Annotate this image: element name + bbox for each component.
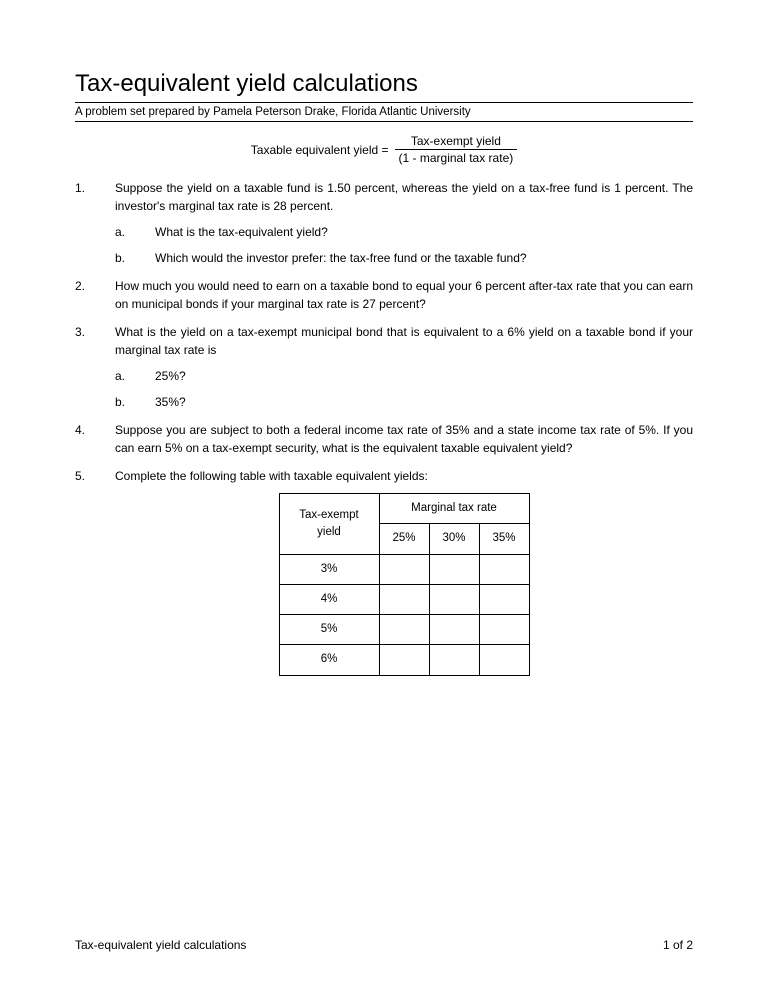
table-cell: [379, 554, 429, 584]
question-text: How much you would need to earn on a tax…: [115, 277, 693, 313]
table-row-label: 4%: [279, 584, 379, 614]
page-title: Tax-equivalent yield calculations: [75, 70, 693, 98]
sub-label: b.: [115, 249, 155, 267]
table-row-label: 3%: [279, 554, 379, 584]
formula-lhs: Taxable equivalent yield =: [251, 143, 389, 157]
page-footer: Tax-equivalent yield calculations 1 of 2: [75, 938, 693, 952]
formula-numerator: Tax-exempt yield: [407, 134, 505, 149]
question-number: 2.: [75, 277, 115, 313]
table-cell: [379, 584, 429, 614]
question-list: 1. Suppose the yield on a taxable fund i…: [75, 179, 693, 676]
subtitle: A problem set prepared by Pamela Peterso…: [75, 106, 693, 118]
footer-right: 1 of 2: [663, 938, 693, 952]
question-3b: b. 35%?: [115, 393, 693, 411]
table-cell: [379, 645, 429, 675]
question-3: 3. What is the yield on a tax-exempt mun…: [75, 323, 693, 411]
sub-text: What is the tax-equivalent yield?: [155, 223, 328, 241]
table-row-label: 5%: [279, 615, 379, 645]
table-col: 35%: [479, 524, 529, 554]
question-number: 4.: [75, 421, 115, 457]
question-1a: a. What is the tax-equivalent yield?: [115, 223, 693, 241]
table-cell: [429, 615, 479, 645]
table-col-header: Marginal tax rate: [379, 494, 529, 524]
yield-table: Tax-exempt yield Marginal tax rate 25% 3…: [279, 493, 530, 676]
sub-label: a.: [115, 223, 155, 241]
formula-denominator: (1 - marginal tax rate): [395, 149, 518, 165]
sub-label: a.: [115, 367, 155, 385]
question-2: 2. How much you would need to earn on a …: [75, 277, 693, 313]
table-row: 5%: [279, 615, 529, 645]
table-cell: [429, 584, 479, 614]
sub-text: 25%?: [155, 367, 186, 385]
table-row-header: Tax-exempt yield: [279, 494, 379, 555]
question-text: What is the yield on a tax-exempt munici…: [115, 325, 693, 357]
sub-text: 35%?: [155, 393, 186, 411]
table-cell: [479, 645, 529, 675]
question-4: 4. Suppose you are subject to both a fed…: [75, 421, 693, 457]
question-text: Suppose you are subject to both a federa…: [115, 421, 693, 457]
question-3a: a. 25%?: [115, 367, 693, 385]
question-text: Complete the following table with taxabl…: [115, 469, 428, 483]
table-cell: [479, 554, 529, 584]
table-cell: [429, 554, 479, 584]
table-row: 6%: [279, 645, 529, 675]
question-1: 1. Suppose the yield on a taxable fund i…: [75, 179, 693, 267]
formula-fraction: Tax-exempt yield (1 - marginal tax rate): [395, 134, 518, 165]
table-cell: [479, 615, 529, 645]
question-1b: b. Which would the investor prefer: the …: [115, 249, 693, 267]
subtitle-divider: A problem set prepared by Pamela Peterso…: [75, 102, 693, 122]
sub-text: Which would the investor prefer: the tax…: [155, 249, 527, 267]
table-row: 3%: [279, 554, 529, 584]
table-col: 30%: [429, 524, 479, 554]
formula: Taxable equivalent yield = Tax-exempt yi…: [75, 134, 693, 165]
table-cell: [379, 615, 429, 645]
table-cell: [479, 584, 529, 614]
question-number: 3.: [75, 323, 115, 411]
question-5: 5. Complete the following table with tax…: [75, 467, 693, 676]
table-row-label: 6%: [279, 645, 379, 675]
table-row: 4%: [279, 584, 529, 614]
question-number: 5.: [75, 467, 115, 676]
table-cell: [429, 645, 479, 675]
table-col: 25%: [379, 524, 429, 554]
footer-left: Tax-equivalent yield calculations: [75, 938, 246, 952]
sub-label: b.: [115, 393, 155, 411]
question-text: Suppose the yield on a taxable fund is 1…: [115, 181, 693, 213]
question-number: 1.: [75, 179, 115, 267]
